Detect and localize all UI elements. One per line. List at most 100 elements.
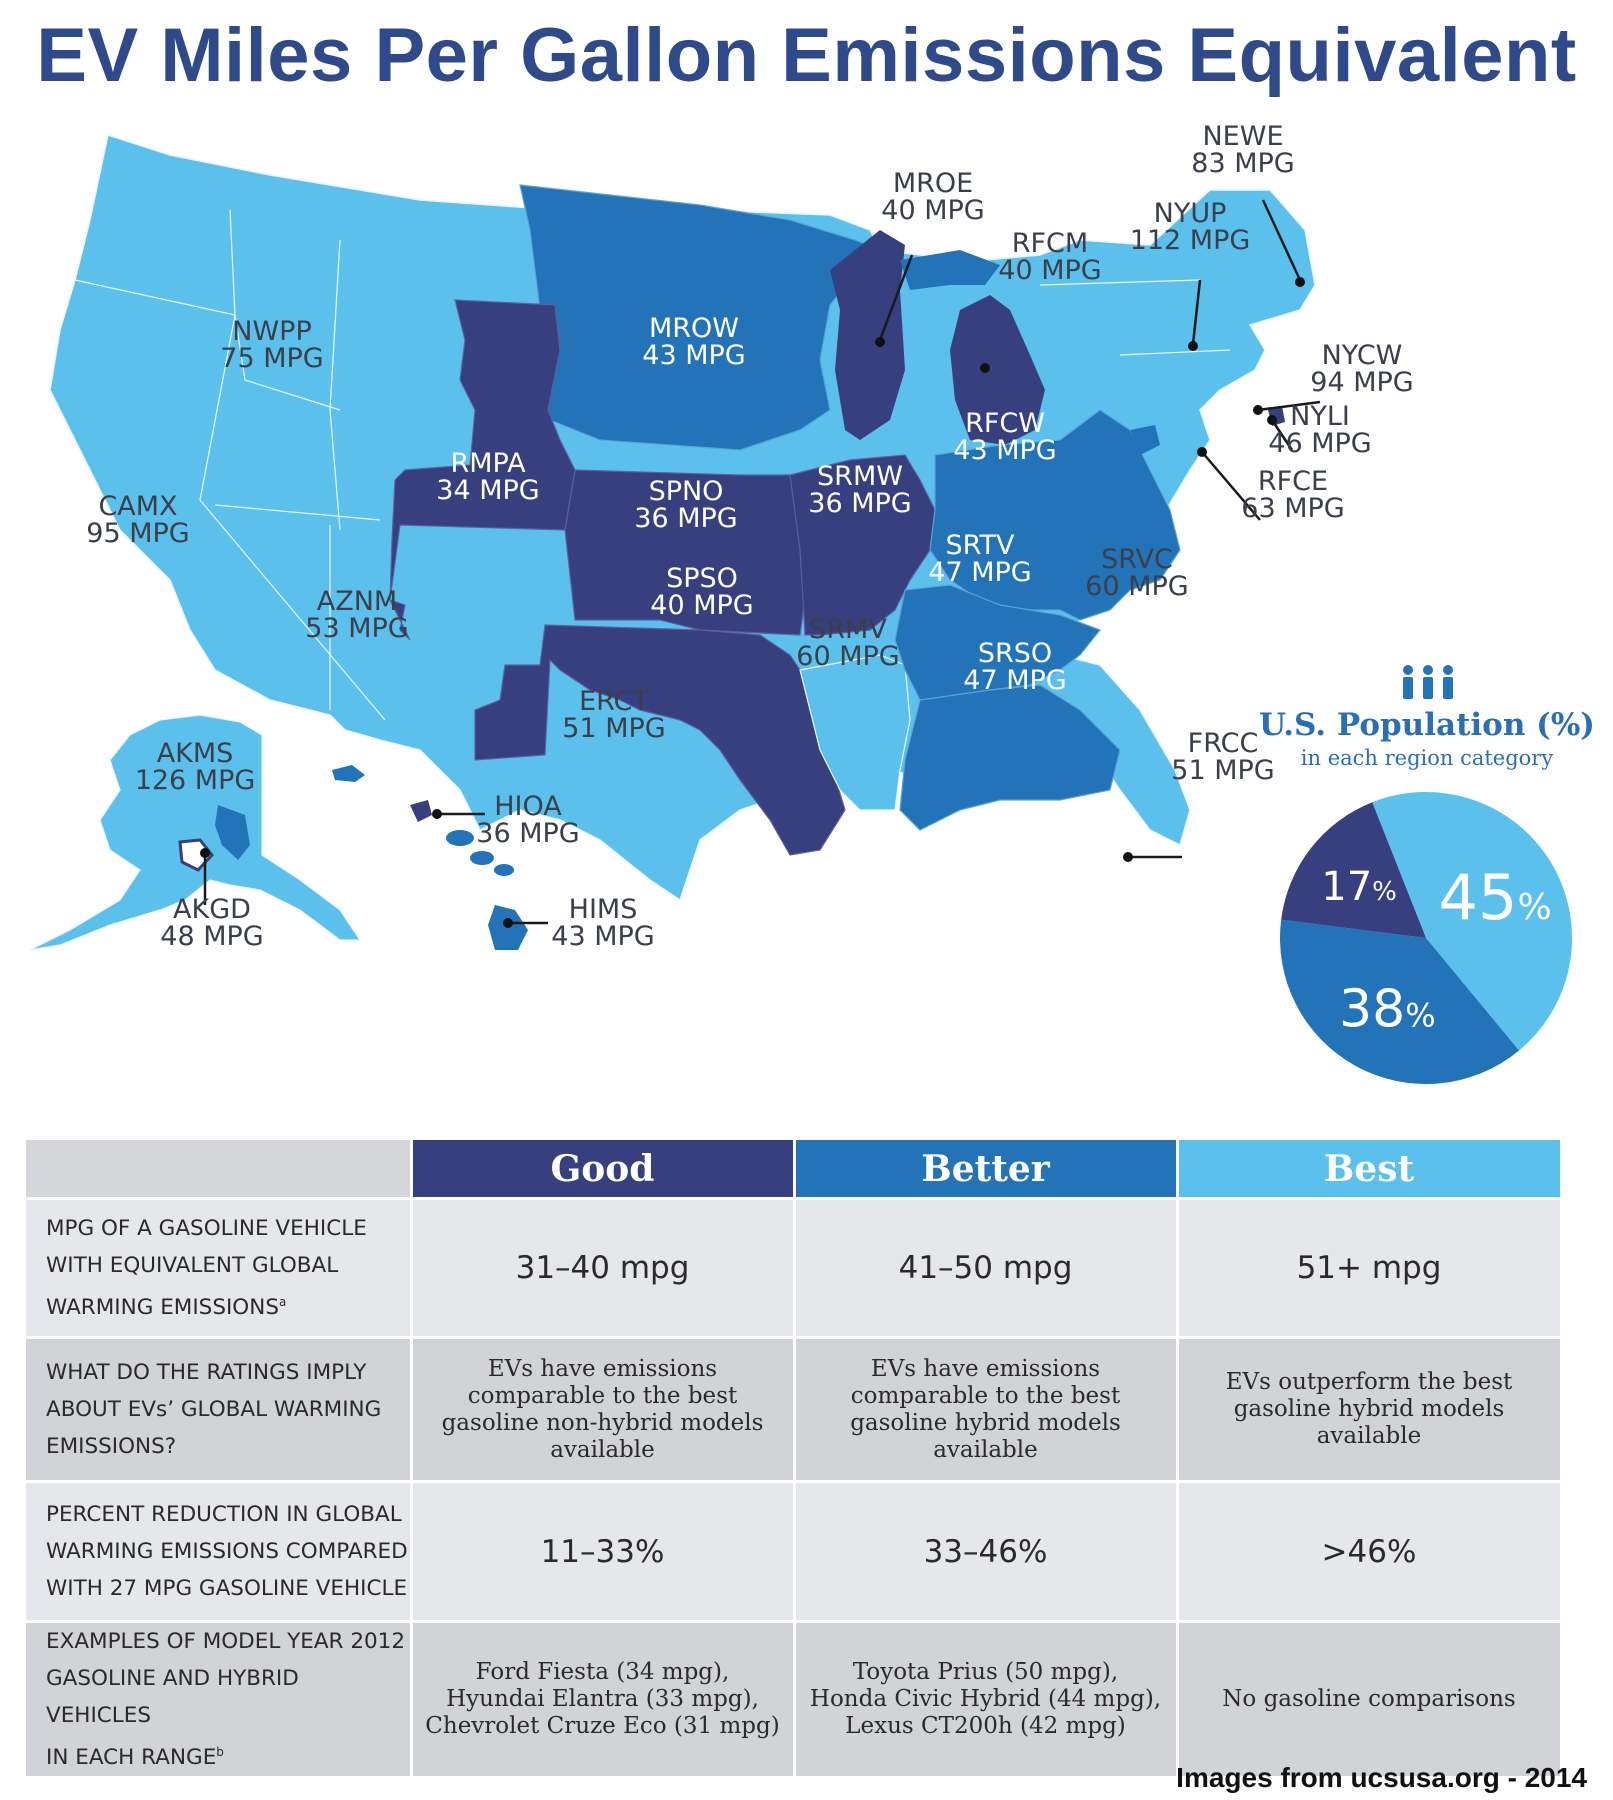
svg-text:SPNO: SPNO bbox=[649, 476, 724, 507]
state-borders bbox=[74, 209, 1231, 721]
pie-label-good: 17% bbox=[1321, 864, 1397, 910]
svg-text:63 MPG: 63 MPG bbox=[1241, 493, 1344, 524]
row-label-examples: EXAMPLES OF MODEL YEAR 2012 GASOLINE AND… bbox=[26, 1621, 413, 1780]
cell-good-implication: EVs have emissions comparable to the best… bbox=[411, 1337, 796, 1483]
region-srmv bbox=[799, 654, 911, 811]
svg-text:NWPP: NWPP bbox=[232, 316, 311, 347]
svg-text:ERCT: ERCT bbox=[579, 686, 649, 717]
island-2 bbox=[470, 851, 494, 865]
svg-text:126 MPG: 126 MPG bbox=[135, 765, 256, 796]
region-lake-erie bbox=[1130, 425, 1160, 455]
svg-text:SRTV: SRTV bbox=[946, 530, 1015, 561]
cell-better-examples: Toyota Prius (50 mpg), Honda Civic Hybrid… bbox=[794, 1621, 1179, 1780]
cell-better-implication: EVs have emissions comparable to the best… bbox=[794, 1337, 1179, 1483]
svg-text:47 MPG: 47 MPG bbox=[928, 557, 1031, 588]
svg-text:RFCE: RFCE bbox=[1258, 466, 1328, 497]
svg-text:60 MPG: 60 MPG bbox=[1085, 571, 1188, 602]
svg-text:NYLI: NYLI bbox=[1290, 401, 1350, 432]
svg-text:48 MPG: 48 MPG bbox=[160, 921, 263, 952]
svg-text:NYCW: NYCW bbox=[1322, 340, 1403, 371]
region-srmw bbox=[789, 454, 936, 636]
svg-text:94 MPG: 94 MPG bbox=[1310, 367, 1413, 398]
svg-text:95 MPG: 95 MPG bbox=[86, 518, 189, 549]
svg-text:51 MPG: 51 MPG bbox=[562, 713, 665, 744]
pie-slice-good bbox=[1281, 802, 1426, 938]
cell-good-mpg: 31–40 mpg bbox=[411, 1198, 796, 1339]
cell-better-mpg: 41–50 mpg bbox=[794, 1198, 1179, 1339]
header-good: Good bbox=[411, 1140, 796, 1200]
svg-text:HIOA: HIOA bbox=[494, 791, 562, 822]
header-empty bbox=[26, 1140, 413, 1200]
region-rmpa bbox=[389, 299, 576, 641]
svg-text:46 MPG: 46 MPG bbox=[1268, 428, 1371, 459]
table-row: PERCENT REDUCTION IN GLOBAL WARMING EMIS… bbox=[26, 1481, 1563, 1623]
dot-hims bbox=[503, 918, 513, 928]
dot-nycw bbox=[1253, 405, 1263, 415]
svg-text:NYUP: NYUP bbox=[1154, 198, 1227, 229]
svg-text:HIMS: HIMS bbox=[569, 894, 638, 925]
region-hioa bbox=[410, 800, 432, 822]
leader-nyli bbox=[1270, 419, 1294, 451]
pie-label-better: 38% bbox=[1339, 980, 1436, 1040]
svg-text:RFCM: RFCM bbox=[1012, 228, 1088, 259]
svg-text:AKMS: AKMS bbox=[157, 738, 234, 769]
dot-hioa bbox=[432, 809, 442, 819]
svg-text:60 MPG: 60 MPG bbox=[796, 641, 899, 672]
leader-rfce bbox=[1201, 451, 1261, 521]
svg-text:CAMX: CAMX bbox=[98, 491, 177, 522]
table-row: EXAMPLES OF MODEL YEAR 2012 GASOLINE AND… bbox=[26, 1621, 1563, 1780]
ratings-table: Good Better Best MPG OF A GASOLINE VEHIC… bbox=[26, 1140, 1563, 1780]
leader-nycw bbox=[1257, 400, 1321, 412]
svg-text:43 MPG: 43 MPG bbox=[551, 921, 654, 952]
svg-text:MROE: MROE bbox=[893, 168, 973, 199]
cell-best-examples: No gasoline comparisons bbox=[1177, 1621, 1563, 1780]
dot-nyup bbox=[1188, 341, 1198, 351]
population-subtitle: in each region category bbox=[1301, 746, 1554, 770]
svg-text:RMPA: RMPA bbox=[450, 448, 526, 479]
svg-text:43 MPG: 43 MPG bbox=[642, 340, 745, 371]
svg-text:SPSO: SPSO bbox=[666, 563, 738, 594]
svg-text:43 MPG: 43 MPG bbox=[953, 435, 1056, 466]
cell-best-implication: EVs outperform the best gasoline hybrid m… bbox=[1177, 1337, 1563, 1483]
dot-frcc bbox=[1123, 852, 1133, 862]
island-3 bbox=[494, 864, 514, 876]
svg-text:75 MPG: 75 MPG bbox=[220, 343, 323, 374]
island-1 bbox=[446, 830, 474, 846]
cell-better-reduction: 33–46% bbox=[794, 1481, 1179, 1623]
cell-good-examples: Ford Fiesta (34 mpg), Hyundai Elantra (33… bbox=[411, 1621, 796, 1780]
svg-text:MROW: MROW bbox=[649, 313, 739, 344]
svg-text:NEWE: NEWE bbox=[1202, 121, 1283, 152]
svg-text:36 MPG: 36 MPG bbox=[634, 503, 737, 534]
pie-label-best: 45% bbox=[1439, 861, 1552, 934]
region-akms bbox=[29, 714, 362, 951]
dot-akgd bbox=[200, 848, 210, 858]
header-better: Better bbox=[794, 1140, 1179, 1200]
region-rfcw bbox=[929, 409, 1181, 621]
svg-text:FRCC: FRCC bbox=[1188, 728, 1259, 759]
svg-text:51 MPG: 51 MPG bbox=[1171, 755, 1274, 786]
population-pie: 45%38% 17% bbox=[1279, 792, 1572, 1084]
svg-text:AKGD: AKGD bbox=[173, 894, 251, 925]
